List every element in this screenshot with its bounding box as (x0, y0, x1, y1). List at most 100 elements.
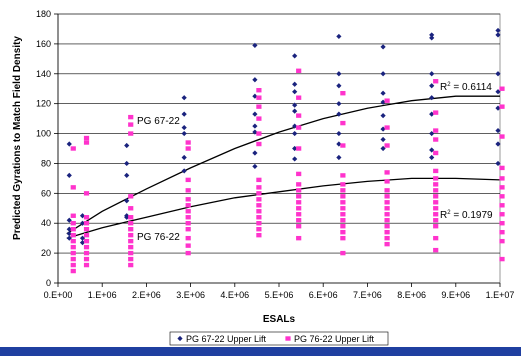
data-point-pg6722 (252, 129, 258, 135)
data-point-pg6722 (495, 160, 501, 167)
data-point-pg6722 (495, 89, 501, 95)
y-tick-label: 140 (36, 69, 51, 79)
data-point-pg7622 (296, 212, 302, 217)
data-point-pg7622 (185, 177, 191, 183)
data-point-pg7622 (70, 221, 76, 226)
data-point-pg6722 (336, 130, 342, 137)
legend-marker-pg7622 (285, 336, 291, 341)
data-point-pg7622 (296, 171, 302, 177)
data-point-pg7622 (83, 135, 90, 141)
data-point-pg6722 (252, 163, 258, 170)
data-point-pg6722 (336, 111, 342, 117)
data-point-pg7622 (296, 194, 302, 199)
data-point-pg7622 (256, 221, 262, 226)
data-point-pg7622 (70, 244, 76, 250)
data-point-pg6722 (181, 130, 187, 137)
data-point-pg7622 (70, 268, 76, 274)
y-tick-label: 40 (41, 218, 51, 228)
data-point-pg6722 (336, 33, 342, 40)
data-point-pg7622 (185, 140, 191, 145)
legend-marker-pg6722 (177, 335, 183, 342)
data-point-pg6722 (380, 44, 386, 50)
legend: PG 67-22 Upper Lift PG 76-22 Upper Lift (169, 331, 389, 346)
data-point-pg7622 (499, 176, 505, 181)
x-axis: 0.E+00 1.E+06 2.E+06 3.E+06 4.E+06 5.E+06 6.E+… (44, 282, 515, 300)
data-point-pg6722 (66, 226, 72, 232)
y-axis-title: Predicted Gyrations to Match Field Densi… (12, 36, 23, 240)
data-point-pg7622 (296, 206, 302, 211)
data-point-pg7622 (83, 262, 90, 268)
data-point-pg7622 (340, 194, 346, 199)
data-point-pg7622 (433, 200, 439, 205)
data-point-pg7622 (499, 165, 505, 171)
data-point-pg7622 (70, 213, 76, 218)
data-point-pg7622 (340, 143, 346, 148)
data-point-pg7622 (296, 235, 302, 241)
data-point-pg6722 (181, 154, 187, 161)
data-point-pg7622 (70, 146, 76, 151)
data-point-pg7622 (433, 188, 439, 193)
data-point-pg7622 (70, 250, 76, 256)
data-point-pg7622 (433, 168, 439, 174)
data-point-pg7622 (499, 203, 505, 208)
data-point-pg7622 (296, 182, 302, 187)
data-point-pg7622 (433, 235, 439, 241)
r2-label-7622: R2 = 0.1979 (440, 210, 493, 221)
data-point-pg7622 (128, 262, 134, 268)
data-point-pg7622 (384, 179, 390, 184)
data-point-pg6722 (124, 160, 130, 167)
data-point-pg7622 (499, 185, 505, 190)
data-point-pg7622 (83, 215, 90, 220)
data-point-pg7622 (70, 238, 76, 244)
legend-label-pg6722: PG 67-22 Upper Lift (186, 334, 267, 344)
data-point-pg7622 (384, 241, 390, 247)
data-point-pg7622 (384, 98, 390, 103)
data-point-pg7622 (384, 224, 390, 229)
data-point-pg7622 (128, 131, 134, 136)
data-point-pg6722 (124, 172, 130, 178)
data-points (66, 27, 505, 274)
data-point-pg6722 (495, 141, 501, 147)
data-point-pg7622 (128, 256, 134, 262)
data-point-pg7622 (256, 215, 262, 220)
data-point-pg7622 (256, 191, 262, 196)
data-point-pg7622 (296, 95, 302, 100)
data-point-pg6722 (292, 81, 298, 87)
data-point-pg6722 (380, 126, 386, 132)
data-point-pg7622 (185, 227, 191, 232)
data-point-pg7622 (499, 221, 505, 226)
data-point-pg7622 (128, 244, 134, 250)
data-point-pg6722 (124, 142, 130, 149)
data-point-pg6722 (181, 95, 187, 101)
x-tick-label: 4.E+06 (220, 290, 249, 300)
y-tick-label: 80 (41, 158, 51, 168)
data-point-pg7622 (296, 188, 302, 193)
data-point-pg7622 (296, 68, 302, 73)
data-point-pg6722 (79, 220, 86, 226)
data-point-pg6722 (336, 141, 342, 147)
data-point-pg7622 (83, 250, 90, 256)
data-point-pg6722 (79, 240, 86, 246)
data-point-pg6722 (66, 141, 72, 147)
x-tick-label: 3.E+06 (176, 290, 205, 300)
data-point-pg7622 (70, 232, 76, 238)
data-point-pg6722 (380, 90, 386, 96)
data-point-pg6722 (292, 123, 298, 129)
data-point-pg7622 (384, 212, 390, 217)
x-tick-label: 5.E+06 (265, 290, 294, 300)
data-point-pg7622 (340, 206, 346, 211)
x-tick-label: 1.E+07 (486, 290, 515, 300)
data-point-pg6722 (380, 99, 386, 105)
data-point-pg7622 (128, 238, 134, 244)
data-point-pg7622 (128, 215, 134, 220)
legend-box (169, 331, 389, 346)
data-point-pg7622 (340, 200, 346, 205)
data-point-pg6722 (181, 168, 187, 174)
data-point-pg7622 (384, 218, 390, 223)
data-point-pg6722 (181, 124, 187, 131)
data-point-pg7622 (185, 203, 191, 208)
data-point-pg6722 (429, 154, 435, 161)
data-point-pg7622 (433, 128, 439, 133)
y-tick-label: 120 (36, 99, 51, 109)
data-point-pg6722 (252, 123, 258, 129)
